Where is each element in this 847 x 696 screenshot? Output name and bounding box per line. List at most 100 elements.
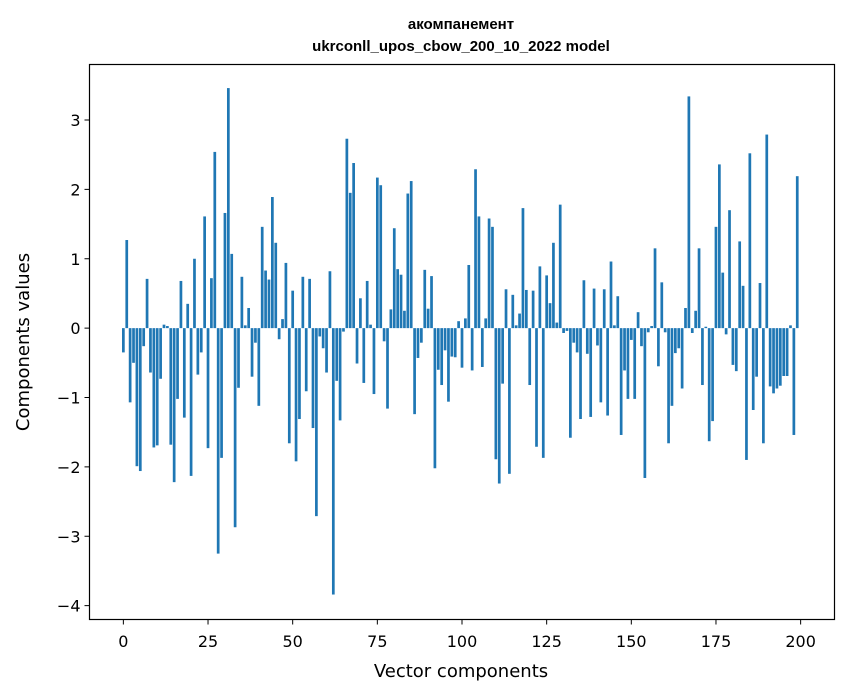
bar-75 bbox=[375, 177, 379, 329]
bar-27 bbox=[213, 151, 217, 329]
bar-21 bbox=[193, 258, 196, 329]
bar-22 bbox=[196, 328, 200, 375]
bar-171 bbox=[701, 328, 704, 386]
x-axis: 0 25 50 75 100 125 150 175 200 bbox=[118, 619, 816, 651]
bar-182 bbox=[738, 241, 742, 329]
bar-123 bbox=[538, 266, 542, 329]
bar-169 bbox=[694, 310, 698, 329]
bar-9 bbox=[152, 328, 156, 448]
x-tick-label: 100 bbox=[447, 632, 478, 651]
bar-142 bbox=[602, 289, 606, 329]
bar-163 bbox=[673, 328, 677, 354]
bar-152 bbox=[636, 312, 640, 329]
bar-105 bbox=[477, 216, 481, 329]
bar-47 bbox=[281, 319, 284, 329]
bar-138 bbox=[589, 328, 593, 417]
bar-106 bbox=[480, 328, 484, 367]
bar-147 bbox=[619, 328, 623, 435]
bar-177 bbox=[721, 272, 725, 329]
bar-84 bbox=[406, 193, 410, 329]
bar-65 bbox=[342, 328, 345, 332]
x-tick-label: 175 bbox=[701, 632, 732, 651]
bar-144 bbox=[609, 261, 613, 329]
bar-54 bbox=[304, 328, 308, 392]
bar-17 bbox=[179, 280, 183, 329]
bar-96 bbox=[447, 328, 450, 402]
y-axis: 3 2 1 0 −1 −2 −3 −4 bbox=[57, 111, 90, 616]
bar-69 bbox=[355, 328, 359, 364]
bar-89 bbox=[423, 269, 427, 329]
bar-162 bbox=[670, 328, 674, 406]
bar-188 bbox=[758, 283, 762, 329]
bar-10 bbox=[155, 328, 159, 446]
bar-99 bbox=[457, 321, 460, 329]
bar-170 bbox=[697, 248, 701, 329]
x-axis-label: Vector components bbox=[374, 661, 548, 682]
bar-81 bbox=[396, 269, 400, 329]
bar-174 bbox=[711, 328, 714, 422]
bar-134 bbox=[575, 328, 579, 353]
bar-113 bbox=[504, 289, 508, 329]
bar-61 bbox=[328, 271, 332, 329]
bar-153 bbox=[640, 328, 643, 347]
bar-80 bbox=[392, 228, 396, 329]
bar-190 bbox=[765, 134, 769, 329]
bar-135 bbox=[579, 328, 582, 420]
y-tick-label: −3 bbox=[57, 527, 81, 546]
y-tick-label: 0 bbox=[70, 319, 80, 338]
bar-159 bbox=[660, 282, 664, 329]
bar-137 bbox=[585, 328, 589, 354]
bar-197 bbox=[789, 325, 792, 329]
bar-143 bbox=[606, 328, 609, 416]
bar-42 bbox=[264, 270, 267, 329]
bar-97 bbox=[450, 328, 454, 357]
bar-176 bbox=[718, 164, 721, 329]
bar-26 bbox=[210, 278, 213, 329]
bar-100 bbox=[460, 328, 464, 368]
bar-28 bbox=[216, 328, 220, 554]
bar-16 bbox=[176, 328, 179, 399]
bar-93 bbox=[436, 328, 440, 370]
bar-127 bbox=[552, 242, 555, 329]
bar-15 bbox=[172, 328, 176, 483]
bar-157 bbox=[653, 248, 657, 329]
y-tick-label: −4 bbox=[57, 597, 81, 616]
bar-20 bbox=[189, 328, 193, 476]
bar-141 bbox=[599, 328, 603, 403]
bar-183 bbox=[741, 285, 745, 329]
bar-71 bbox=[362, 328, 366, 383]
bar-109 bbox=[491, 226, 494, 329]
bar-121 bbox=[531, 290, 535, 329]
bar-145 bbox=[613, 325, 616, 329]
y-tick-label: −1 bbox=[57, 389, 81, 408]
bar-167 bbox=[687, 96, 691, 329]
bar-125 bbox=[545, 275, 549, 329]
bar-103 bbox=[470, 328, 474, 371]
bar-4 bbox=[135, 328, 139, 467]
bar-187 bbox=[755, 328, 758, 377]
bar-179 bbox=[728, 210, 731, 329]
bar-87 bbox=[416, 328, 420, 358]
bar-195 bbox=[782, 328, 786, 376]
bar-131 bbox=[565, 328, 569, 331]
bar-73 bbox=[369, 324, 372, 329]
bar-23 bbox=[199, 328, 203, 353]
bar-79 bbox=[389, 309, 393, 329]
bar-172 bbox=[704, 326, 708, 329]
bar-146 bbox=[616, 296, 620, 329]
bar-181 bbox=[734, 328, 738, 372]
bar-76 bbox=[379, 185, 383, 329]
bar-18 bbox=[182, 328, 186, 418]
bar-90 bbox=[426, 308, 430, 329]
bar-98 bbox=[453, 328, 457, 358]
bar-151 bbox=[633, 328, 637, 399]
bar-156 bbox=[650, 326, 653, 329]
bar-12 bbox=[162, 324, 166, 329]
bar-118 bbox=[521, 208, 525, 329]
bar-32 bbox=[230, 253, 234, 329]
bar-50 bbox=[291, 290, 295, 329]
bar-178 bbox=[724, 328, 728, 335]
bar-67 bbox=[348, 192, 352, 329]
bar-31 bbox=[226, 88, 230, 329]
